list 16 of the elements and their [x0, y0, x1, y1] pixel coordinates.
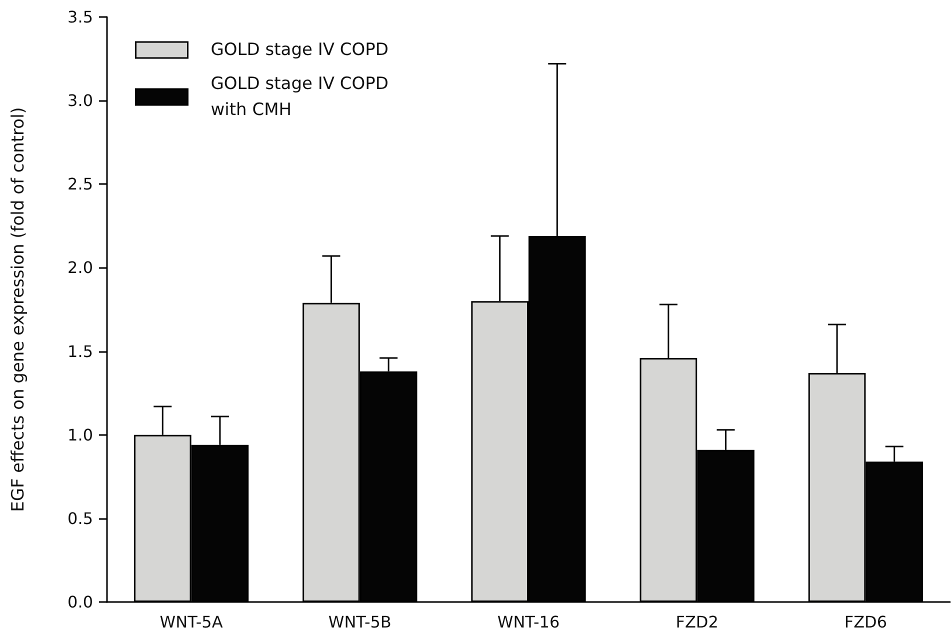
y-tick-label: 1.5 [68, 342, 93, 361]
y-tick-label: 0.0 [68, 592, 93, 612]
y-tick-label: 3.5 [68, 8, 93, 26]
x-tick-label: WNT-5A [160, 612, 223, 632]
x-tick-label: FZD2 [676, 612, 718, 632]
y-tick-label: 3.0 [68, 91, 93, 110]
x-tick-label: FZD6 [844, 612, 888, 632]
y-axis-title: EGF effects on gene expression (fold of control) [8, 107, 28, 512]
y-tick-label: 2.0 [68, 258, 93, 278]
legend-label: GOLD stage IV COPD [210, 40, 389, 60]
legend-label: GOLD stage IV COPD with CMH [210, 74, 394, 120]
x-tick-label: WNT-16 [497, 612, 560, 632]
y-tick-label: 1.0 [68, 425, 93, 444]
y-tick-label: 2.5 [68, 174, 93, 194]
y-tick-label: 0.5 [68, 508, 93, 528]
x-tick-label: WNT-5B [328, 612, 392, 632]
